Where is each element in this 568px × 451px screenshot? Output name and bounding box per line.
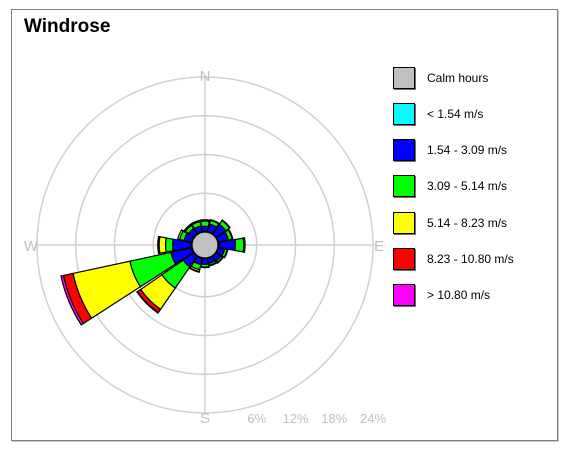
petal-sw-bin-5 bbox=[136, 290, 160, 314]
compass-label-n: N bbox=[200, 68, 211, 85]
radial-tick-label: 24% bbox=[360, 411, 386, 426]
petal-w-bin-3 bbox=[158, 236, 167, 254]
legend-label: 5.14 - 8.23 m/s bbox=[427, 216, 508, 230]
calm-circle bbox=[191, 231, 219, 259]
petal-w-bin-4 bbox=[157, 235, 161, 255]
petal-w-bin-2 bbox=[164, 237, 174, 253]
legend-label: 1.54 - 3.09 m/s bbox=[427, 143, 508, 157]
legend-swatch bbox=[393, 212, 415, 234]
legend-label: 8.23 - 10.80 m/s bbox=[427, 252, 514, 266]
petal-wnw-bin-3 bbox=[177, 229, 185, 241]
legend-label: 3.09 - 5.14 m/s bbox=[427, 179, 508, 193]
axis-labels: N E S W 6% 12% 18% 24% bbox=[24, 68, 387, 427]
chart-title: Windrose bbox=[24, 16, 111, 37]
petal-nne-bin-3 bbox=[209, 218, 220, 225]
legend-swatch bbox=[393, 139, 415, 161]
compass-label-s: S bbox=[200, 410, 210, 427]
petals bbox=[60, 218, 246, 326]
petal-n-bin-1 bbox=[200, 225, 210, 233]
petal-ne-bin-3 bbox=[221, 219, 231, 229]
petal-s-bin-3 bbox=[200, 265, 210, 269]
petal-n-bin-2 bbox=[199, 220, 211, 228]
calm-circle-group bbox=[191, 231, 219, 259]
petal-sse-bin-3 bbox=[208, 261, 218, 267]
compass-label-w: W bbox=[24, 238, 39, 255]
petal-e-bin-3 bbox=[242, 237, 246, 253]
legend-swatch bbox=[393, 248, 415, 270]
radial-tick-label: 6% bbox=[247, 411, 266, 426]
legend-label: > 10.80 m/s bbox=[427, 288, 491, 302]
radial-tick-label: 18% bbox=[321, 411, 347, 426]
legend-label: < 1.54 m/s bbox=[427, 107, 484, 121]
radial-tick-label: 12% bbox=[282, 411, 308, 426]
petal-s-bin-1 bbox=[200, 257, 210, 266]
compass-label-e: E bbox=[374, 238, 384, 255]
legend-swatch bbox=[393, 67, 415, 89]
legend-swatch bbox=[393, 175, 415, 197]
petal-ssw-bin-4 bbox=[189, 267, 200, 273]
chart-frame bbox=[11, 9, 558, 441]
petal-e-bin-2 bbox=[234, 237, 245, 253]
legend-swatch bbox=[393, 103, 415, 125]
legend-swatch bbox=[393, 284, 415, 306]
petal-n-bin-3 bbox=[199, 219, 211, 223]
petal-ene-bin-3 bbox=[227, 228, 234, 240]
petal-nw-bin-3 bbox=[183, 223, 193, 233]
petal-ese-bin-3 bbox=[223, 249, 229, 259]
petal-nnw-bin-3 bbox=[190, 219, 201, 226]
petal-wsw-bin-5 bbox=[60, 274, 85, 326]
petal-se-bin-3 bbox=[216, 256, 224, 264]
legend-label: Calm hours bbox=[427, 71, 489, 85]
